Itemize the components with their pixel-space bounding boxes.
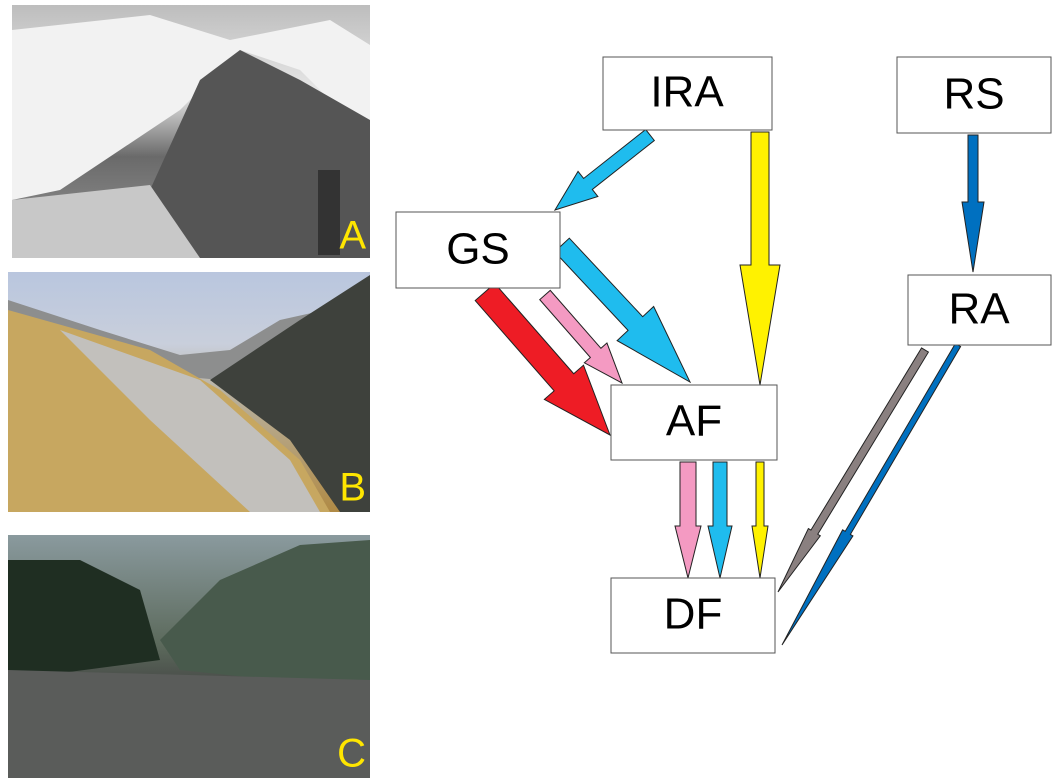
node: GS	[395, 211, 561, 289]
node: DF	[610, 577, 776, 654]
arrow	[674, 461, 702, 579]
node: AF	[610, 384, 778, 461]
arrow	[553, 128, 656, 211]
node: IRA	[602, 56, 773, 131]
photo-c: C	[8, 535, 370, 778]
photo-label: B	[339, 466, 366, 510]
arrows	[474, 128, 985, 646]
photo-label: C	[337, 732, 366, 776]
arrow	[474, 282, 611, 437]
node-label: DF	[664, 590, 723, 639]
photo-a: A	[12, 5, 370, 258]
node-label: RS	[943, 70, 1004, 119]
arrow	[739, 131, 781, 386]
node: RA	[907, 274, 1052, 346]
photo-b: B	[8, 272, 370, 512]
arrow	[553, 237, 692, 384]
node: RS	[896, 56, 1052, 134]
arrow	[539, 289, 623, 385]
node-label: GS	[446, 225, 510, 274]
node-label: IRA	[650, 68, 724, 117]
photo-label: A	[339, 214, 366, 258]
node-label: AF	[666, 397, 722, 446]
arrow	[751, 461, 769, 579]
arrow	[781, 342, 962, 646]
arrow	[777, 347, 930, 593]
arrow	[707, 461, 733, 579]
arrow	[961, 134, 985, 273]
node-label: RA	[948, 285, 1010, 334]
